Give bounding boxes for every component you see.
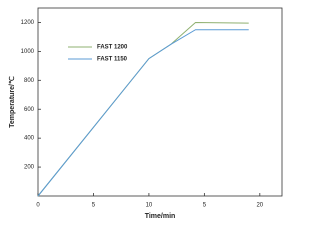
series-line <box>37 29 249 197</box>
x-axis-label: Time/min <box>145 213 176 220</box>
y-tick-label: 400 <box>24 136 35 142</box>
page: Time/min Temperature/℃ 200 400 600 800 1000 1… <box>7 7 283 220</box>
x-tick-label: 20 <box>256 203 263 209</box>
y-tick-label: 200 <box>24 165 35 171</box>
x-tick-label: 0 <box>36 203 40 209</box>
y-tick-label: 1200 <box>21 20 35 26</box>
x-tick-label: 10 <box>146 203 153 209</box>
plot-frame <box>37 7 283 197</box>
y-tick-label: 800 <box>24 78 35 84</box>
y-tick-label: 1000 <box>21 49 35 55</box>
legend-label: FAST 1150 <box>97 57 128 63</box>
series-line <box>37 21 249 197</box>
x-tick-label: 5 <box>203 203 207 209</box>
legend-label: FAST 1200 <box>97 45 128 51</box>
y-tick-label: 600 <box>24 107 35 113</box>
chart: Time/min Temperature/℃ 20040060080010001… <box>8 7 283 220</box>
y-axis-label: Temperature/℃ <box>8 76 16 128</box>
x-tick-label: 5 <box>92 203 96 209</box>
